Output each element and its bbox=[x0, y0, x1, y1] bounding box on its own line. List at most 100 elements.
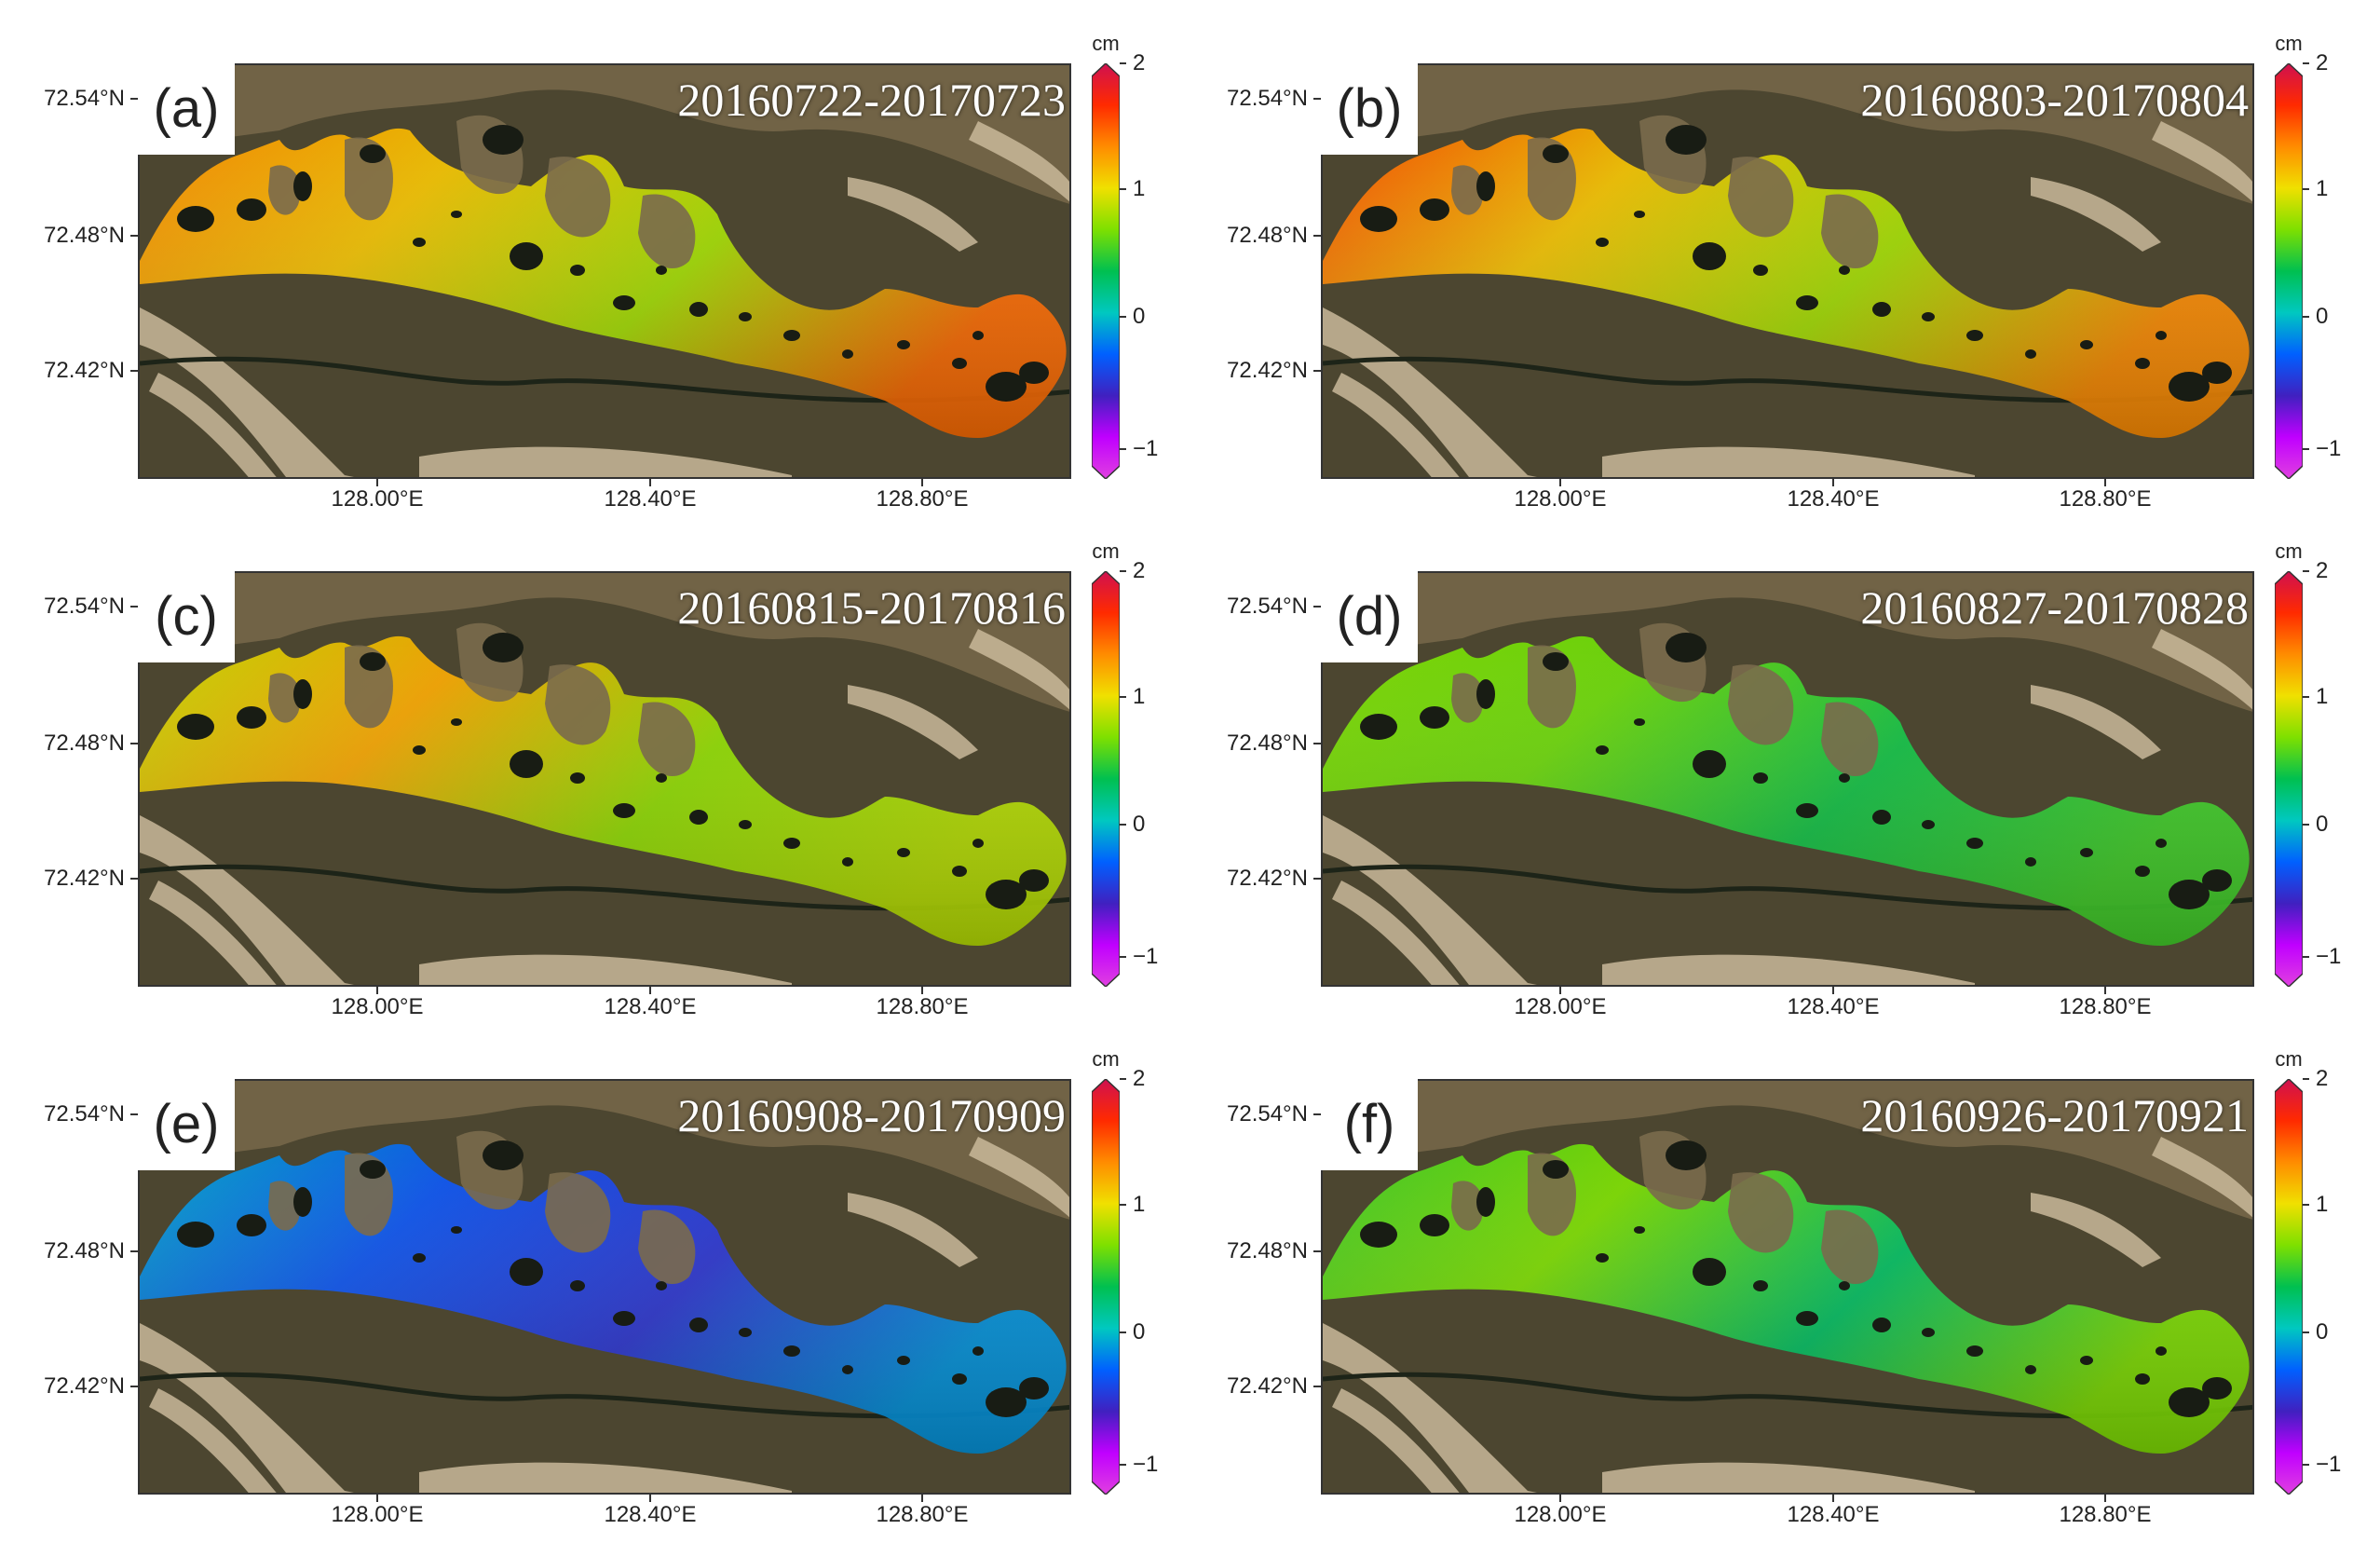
longitude-label: 128.00°E bbox=[1514, 1502, 1607, 1527]
lake bbox=[2202, 1377, 2232, 1400]
colorbar-tick-label: 2 bbox=[1133, 1066, 1146, 1091]
lake bbox=[1420, 706, 1449, 729]
map-panel: 20160815-20170816 (c) 72.54°N 72.48°N 72.42°… bbox=[0, 508, 1183, 1019]
colorbar-tick-label: 1 bbox=[1133, 1192, 1146, 1217]
latitude-label: 72.48°N bbox=[44, 731, 125, 756]
colorbar-tick-label: 2 bbox=[1133, 558, 1146, 583]
colorbar-tick bbox=[2303, 316, 2309, 318]
colorbar-unit: cm bbox=[1092, 32, 1120, 55]
longitude-tick bbox=[649, 479, 651, 486]
colorbar-tick bbox=[1120, 62, 1126, 64]
upland-island bbox=[1821, 194, 1879, 269]
lake bbox=[1596, 1253, 1609, 1263]
map-panel: 20160926-20170921 (f) 72.54°N 72.48°N 72.42°… bbox=[1183, 1016, 2366, 1527]
satellite-map: 20160722-20170723 bbox=[138, 63, 1071, 479]
lake bbox=[1753, 265, 1768, 276]
lake bbox=[1693, 1258, 1726, 1286]
upland-terrain bbox=[1323, 65, 2252, 204]
lake bbox=[1634, 211, 1645, 218]
longitude-tick bbox=[649, 987, 651, 994]
upland-terrain bbox=[140, 1081, 1069, 1220]
upland-terrain bbox=[140, 573, 1069, 712]
lake bbox=[613, 1311, 635, 1326]
river-sandbar bbox=[848, 177, 978, 252]
colorbar-tick-label: −1 bbox=[1133, 436, 1159, 461]
lake bbox=[483, 1140, 524, 1170]
upland-island bbox=[268, 1181, 301, 1231]
colorbar bbox=[2274, 1077, 2304, 1496]
colorbar-tick-label: 1 bbox=[2316, 684, 2329, 709]
river-channel bbox=[1323, 356, 2252, 403]
lake bbox=[1839, 773, 1850, 783]
lake bbox=[1872, 302, 1891, 317]
lake bbox=[2025, 349, 2036, 359]
colorbar-tick-label: 2 bbox=[2316, 1066, 2329, 1091]
lake bbox=[986, 372, 1027, 402]
date-range-label: 20160926-20170921 bbox=[1860, 1089, 2249, 1141]
lake bbox=[1966, 1345, 1983, 1357]
latitude-tick bbox=[130, 1386, 138, 1387]
river-sandbar bbox=[969, 1137, 1069, 1218]
lake bbox=[451, 718, 462, 726]
river-sandbar bbox=[1323, 815, 1537, 985]
colorbar-gradient bbox=[2274, 61, 2304, 481]
lake bbox=[177, 206, 214, 232]
river-sandbar bbox=[140, 307, 354, 477]
river-sandbar bbox=[1332, 373, 1460, 477]
colorbar-tick-label: −1 bbox=[2316, 1452, 2342, 1477]
lake bbox=[689, 1318, 708, 1332]
river-sandbar bbox=[1602, 446, 1975, 477]
river-sandbar bbox=[848, 685, 978, 759]
latitude-tick bbox=[130, 98, 138, 100]
upland-island bbox=[545, 664, 611, 745]
date-range-label: 20160908-20170909 bbox=[677, 1089, 1066, 1141]
lake bbox=[1966, 838, 1983, 849]
panel-letter: (b) bbox=[1321, 63, 1418, 155]
lake bbox=[2202, 869, 2232, 892]
latitude-tick bbox=[1313, 878, 1321, 880]
lake bbox=[1476, 679, 1495, 709]
longitude-label: 128.40°E bbox=[604, 486, 697, 512]
map-panel: 20160908-20170909 (e) 72.54°N 72.48°N 72.42°… bbox=[0, 1016, 1183, 1527]
lake bbox=[897, 848, 910, 857]
upland-island bbox=[1451, 1181, 1484, 1231]
latitude-label: 72.54°N bbox=[44, 1101, 125, 1127]
lake bbox=[972, 839, 984, 848]
upland-terrain bbox=[140, 65, 1069, 204]
colorbar-tick-label: 1 bbox=[2316, 176, 2329, 201]
latitude-label: 72.48°N bbox=[44, 223, 125, 248]
longitude-label: 128.00°E bbox=[331, 486, 424, 512]
river-sandbar bbox=[2152, 121, 2252, 202]
lake bbox=[451, 211, 462, 218]
river-sandbar bbox=[1332, 881, 1460, 985]
longitude-label: 128.80°E bbox=[2059, 486, 2152, 512]
colorbar-tick bbox=[2303, 824, 2309, 826]
date-range-label: 20160815-20170816 bbox=[677, 581, 1066, 634]
colorbar-tick bbox=[1120, 316, 1126, 318]
lake bbox=[570, 772, 585, 784]
lake bbox=[1420, 1214, 1449, 1236]
lake bbox=[1476, 171, 1495, 201]
colorbar-tick bbox=[2303, 1331, 2309, 1333]
satellite-map: 20160926-20170921 bbox=[1321, 1079, 2254, 1495]
lake bbox=[1796, 803, 1818, 818]
lake bbox=[360, 652, 386, 671]
lake bbox=[413, 1253, 426, 1263]
panel-letter: (f) bbox=[1321, 1079, 1418, 1170]
longitude-label: 128.80°E bbox=[2059, 994, 2152, 1019]
satellite-map: 20160827-20170828 bbox=[1321, 571, 2254, 987]
lake bbox=[413, 745, 426, 755]
colorbar-unit: cm bbox=[2275, 1047, 2303, 1071]
river-sandbar bbox=[419, 1462, 792, 1493]
lake bbox=[2135, 1373, 2150, 1385]
colorbar-unit: cm bbox=[1092, 1047, 1120, 1071]
colorbar-tick bbox=[1120, 1331, 1126, 1333]
longitude-tick bbox=[649, 1495, 651, 1502]
map-image bbox=[140, 573, 1069, 985]
lake bbox=[1839, 1281, 1850, 1290]
latitude-label: 72.42°N bbox=[1227, 358, 1308, 383]
latitude-tick bbox=[1313, 1386, 1321, 1387]
lake bbox=[1360, 206, 1397, 232]
colorbar-tick-label: 2 bbox=[1133, 50, 1146, 75]
colorbar-gradient bbox=[1091, 569, 1121, 989]
